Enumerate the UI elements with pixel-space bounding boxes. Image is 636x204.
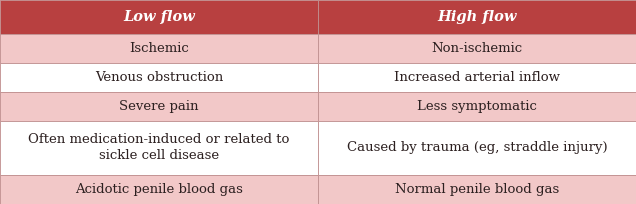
Bar [318, 121, 636, 175]
Text: Ischemic: Ischemic [129, 42, 189, 55]
Text: Normal penile blood gas: Normal penile blood gas [395, 183, 559, 196]
Text: Increased arterial inflow: Increased arterial inflow [394, 71, 560, 84]
Text: Low flow: Low flow [123, 10, 195, 24]
Text: Caused by trauma (eg, straddle injury): Caused by trauma (eg, straddle injury) [347, 141, 607, 154]
Bar [318, 33, 636, 63]
Text: Less symptomatic: Less symptomatic [417, 100, 537, 113]
Text: Often medication-induced or related to
sickle cell disease: Often medication-induced or related to s… [29, 133, 289, 162]
Text: Severe pain: Severe pain [120, 100, 198, 113]
Bar [318, 175, 636, 204]
Bar [0, 92, 318, 121]
Bar [318, 63, 636, 92]
Text: Non-ischemic: Non-ischemic [431, 42, 523, 55]
Bar [0, 121, 318, 175]
Bar [0, 63, 318, 92]
Bar [0, 33, 318, 63]
Bar [0, 0, 318, 33]
Bar [318, 92, 636, 121]
Text: High flow: High flow [438, 10, 516, 24]
Bar [0, 175, 318, 204]
Text: Venous obstruction: Venous obstruction [95, 71, 223, 84]
Bar [318, 0, 636, 33]
Text: Acidotic penile blood gas: Acidotic penile blood gas [75, 183, 243, 196]
